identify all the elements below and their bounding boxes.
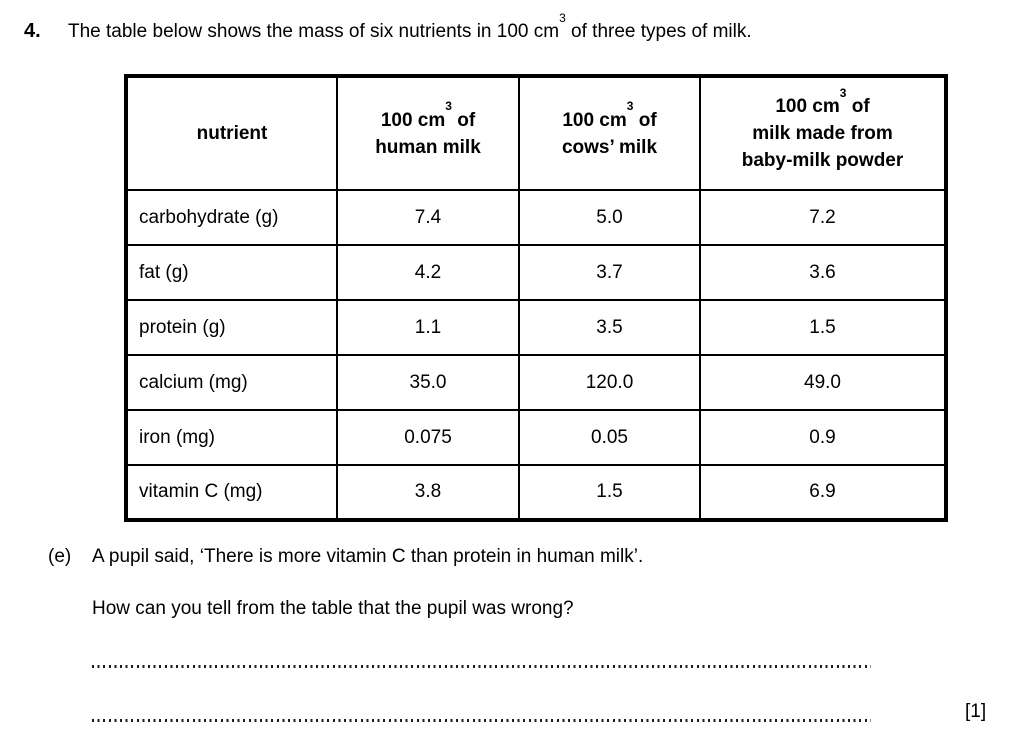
value-cell: 4.2	[336, 244, 520, 301]
value-cell: 6.9	[699, 464, 947, 521]
nutrient-table: nutrient 100 cm3 of human milk 100 cm3 o…	[124, 74, 948, 522]
header-line: human milk	[375, 136, 481, 158]
cubic-superscript: 3	[445, 99, 452, 114]
part-e-question: How can you tell from the table that the…	[92, 598, 574, 619]
value-cell: 3.7	[518, 244, 701, 301]
value-cell: 120.0	[518, 354, 701, 411]
column-header-baby-milk-powder: 100 cm3 of milk made from baby-milk powd…	[699, 75, 947, 191]
value-cell: 0.9	[699, 409, 947, 466]
cubic-superscript: 3	[839, 85, 847, 100]
column-header-cows-milk: 100 cm3 of cows’ milk	[518, 75, 701, 191]
nutrient-name-cell: protein (g)	[125, 299, 338, 356]
answer-line[interactable]	[92, 719, 871, 722]
value-cell: 3.8	[336, 464, 520, 521]
question-intro-text: The table below shows the mass of six nu…	[68, 12, 752, 43]
table-row: vitamin C (mg) 3.8 1.5 6.9	[125, 464, 947, 521]
part-e-label: (e)	[48, 546, 72, 567]
table-header-row: nutrient 100 cm3 of human milk 100 cm3 o…	[125, 75, 947, 191]
value-cell: 0.05	[518, 409, 701, 466]
value-cell: 7.4	[336, 189, 520, 246]
nutrient-name-cell: calcium (mg)	[125, 354, 338, 411]
header-line: 100 cm3 of	[775, 85, 870, 117]
header-line: 100 cm3 of	[562, 99, 657, 131]
nutrient-name-cell: vitamin C (mg)	[125, 464, 338, 521]
question-intro-post: of three types of milk.	[565, 21, 752, 42]
nutrient-name-cell: carbohydrate (g)	[125, 189, 338, 246]
header-line: cows’ milk	[561, 136, 658, 158]
header-line: baby-milk powder	[741, 150, 904, 171]
column-header-human-milk: 100 cm3 of human milk	[336, 75, 520, 191]
nutrient-name-cell: iron (mg)	[125, 409, 338, 466]
value-cell: 49.0	[699, 354, 947, 411]
marks-badge: [1]	[965, 701, 987, 722]
table-row: fat (g) 4.2 3.7 3.6	[125, 244, 947, 301]
part-e-statement: A pupil said, ‘There is more vitamin C t…	[92, 546, 644, 567]
table-row: iron (mg) 0.075 0.05 0.9	[125, 409, 947, 466]
value-cell: 1.5	[518, 464, 701, 521]
value-cell: 3.5	[518, 299, 701, 356]
value-cell: 5.0	[518, 189, 701, 246]
value-cell: 3.6	[699, 244, 947, 301]
cubic-superscript: 3	[626, 99, 634, 114]
nutrient-name-cell: fat (g)	[125, 244, 338, 301]
question-intro: 4. The table below shows the mass of six…	[24, 12, 752, 43]
question-intro-pre: The table below shows the mass of six nu…	[68, 21, 560, 42]
header-line: 100 cm3 of	[380, 99, 476, 131]
header-line: milk made from	[752, 123, 893, 144]
column-header-nutrient: nutrient	[125, 75, 338, 191]
value-cell: 35.0	[336, 354, 520, 411]
value-cell: 1.5	[699, 299, 947, 356]
cubic-superscript: 3	[559, 10, 566, 25]
question-number: 4.	[24, 20, 41, 42]
value-cell: 7.2	[699, 189, 947, 246]
table-row: carbohydrate (g) 7.4 5.0 7.2	[125, 189, 947, 246]
answer-line[interactable]	[92, 665, 871, 668]
value-cell: 0.075	[336, 409, 520, 466]
value-cell: 1.1	[336, 299, 520, 356]
table-row: calcium (mg) 35.0 120.0 49.0	[125, 354, 947, 411]
table-row: protein (g) 1.1 3.5 1.5	[125, 299, 947, 356]
